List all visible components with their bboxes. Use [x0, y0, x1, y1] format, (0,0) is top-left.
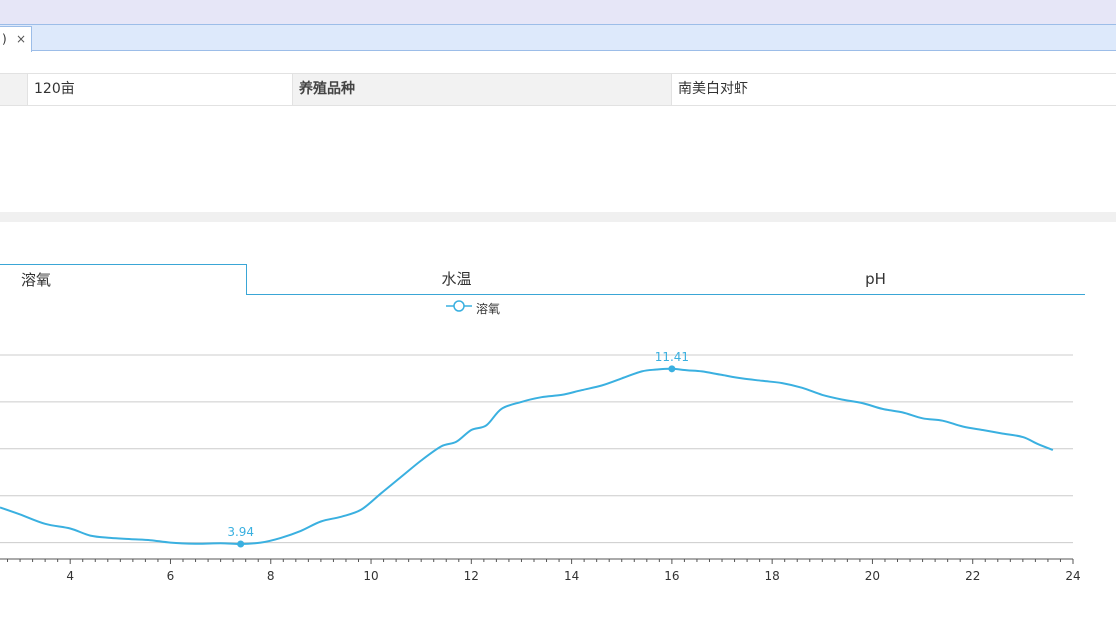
chart-tabs: 溶氧 水温 pH — [0, 264, 1085, 295]
chart-markers: 3.94 11.41 — [227, 350, 689, 548]
x-tick-label: 20 — [865, 569, 880, 583]
data-point-label: 3.94 — [227, 525, 254, 539]
info-table-value-species: 南美白对虾 — [678, 81, 748, 97]
legend-circle-icon — [453, 300, 465, 312]
x-tick-label: 16 — [664, 569, 679, 583]
info-table-label-species: 养殖品种 — [293, 74, 672, 105]
info-table-label-cell — [0, 74, 28, 105]
x-tick-label: 6 — [167, 569, 175, 583]
tab-close-icon[interactable]: × — [16, 32, 27, 46]
data-point-label: 11.41 — [655, 350, 689, 364]
chart-tabs-baseline — [246, 294, 1085, 295]
tab-dissolved-oxygen[interactable]: 溶氧 — [0, 264, 247, 295]
x-tick-label: 14 — [564, 569, 579, 583]
tab-strip: ) × — [0, 24, 1116, 52]
chart-legend[interactable]: 溶氧 — [446, 300, 500, 316]
chart-x-axis: 4 6 8 10 12 14 16 18 20 22 24 — [0, 558, 1081, 583]
x-tick-label: 12 — [464, 569, 479, 583]
tab-ph[interactable]: pH — [865, 270, 886, 288]
x-tick-label: 24 — [1065, 569, 1080, 583]
tab-label: ) — [2, 32, 7, 46]
tab-current[interactable]: ) × — [0, 26, 32, 52]
section-divider — [0, 212, 1116, 222]
chart-gridlines — [0, 354, 1073, 544]
info-table: 120亩 养殖品种 南美白对虾 — [0, 73, 1116, 106]
line-chart: 4 6 8 10 12 14 16 18 20 22 24 溶氧 3.94 11.41 — [0, 300, 1081, 583]
window-title-bar — [0, 0, 1116, 24]
series-line-dissolved-oxygen — [0, 367, 1054, 546]
data-point-marker — [668, 365, 676, 373]
info-table-value-area: 120亩 — [28, 74, 293, 105]
x-tick-label: 4 — [66, 569, 74, 583]
x-tick-label: 10 — [363, 569, 378, 583]
data-point-marker — [237, 540, 245, 548]
x-tick-label: 18 — [765, 569, 780, 583]
x-tick-label: 22 — [965, 569, 980, 583]
legend-label: 溶氧 — [476, 301, 500, 316]
tab-water-temperature[interactable]: 水温 — [441, 270, 472, 288]
x-tick-label: 8 — [267, 569, 275, 583]
